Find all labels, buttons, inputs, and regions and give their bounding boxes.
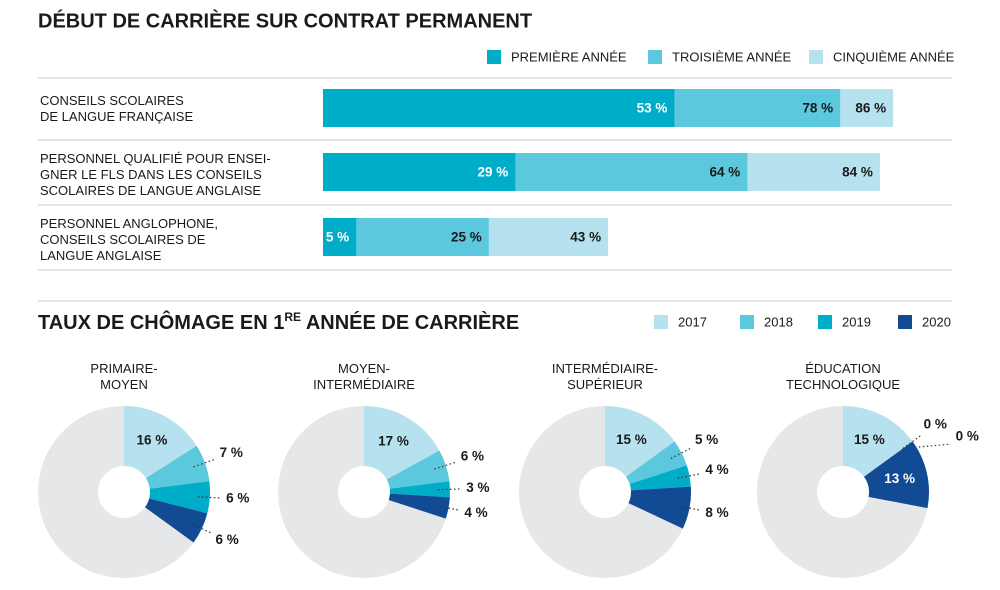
pie-slice bbox=[386, 450, 450, 489]
value-label: 15 % bbox=[616, 432, 647, 447]
value-label: 43 % bbox=[570, 230, 601, 245]
value-label: 8 % bbox=[705, 505, 728, 520]
value-label: 0 % bbox=[924, 417, 947, 432]
value-label: 86 % bbox=[855, 101, 886, 116]
category-label: PERSONNEL QUALIFIÉ POUR ENSEI-GNER LE FL… bbox=[40, 151, 271, 198]
pie-slice bbox=[628, 486, 691, 529]
legend-label: 2020 bbox=[922, 314, 951, 329]
legend-label: 2017 bbox=[678, 314, 707, 329]
value-label: 3 % bbox=[466, 480, 489, 495]
value-label: 5 % bbox=[326, 230, 349, 245]
title-superscript: RE bbox=[284, 310, 301, 324]
legend-label: PREMIÈRE ANNÉE bbox=[511, 49, 627, 64]
value-label: 29 % bbox=[477, 165, 508, 180]
pie-slice bbox=[145, 445, 210, 489]
title-part: TAUX DE CHÔMAGE EN 1 bbox=[38, 310, 284, 334]
legend-swatch bbox=[487, 50, 501, 64]
value-label: 13 % bbox=[884, 471, 915, 486]
value-label: 16 % bbox=[137, 433, 168, 448]
value-label: 4 % bbox=[705, 462, 728, 477]
legend-swatch bbox=[898, 315, 912, 329]
legend-swatch bbox=[654, 315, 668, 329]
pie-slice bbox=[626, 441, 687, 484]
pie-slice bbox=[629, 465, 691, 491]
legend-swatch bbox=[818, 315, 832, 329]
pie-slice bbox=[389, 481, 451, 498]
value-label: 15 % bbox=[854, 432, 885, 447]
legend-label: TROISIÈME ANNÉE bbox=[672, 49, 792, 64]
chart-title: TAUX DE CHÔMAGE EN 1RE ANNÉE DE CARRIÈRE bbox=[38, 310, 519, 334]
value-label: 6 % bbox=[226, 491, 249, 506]
pie-slice bbox=[843, 406, 913, 477]
pie-slice bbox=[145, 498, 208, 543]
value-label: 5 % bbox=[695, 432, 718, 447]
chart-title: DÉBUT DE CARRIÈRE SUR CONTRAT PERMANENT bbox=[38, 9, 532, 32]
value-label: 0 % bbox=[956, 428, 979, 443]
title-part: ANNÉE DE CARRIÈRE bbox=[301, 311, 519, 334]
pie-title: PRIMAIRE-MOYEN bbox=[90, 361, 157, 392]
pie-title: INTERMÉDIAIRE-SUPÉRIEUR bbox=[552, 361, 658, 392]
value-label: 4 % bbox=[464, 505, 487, 520]
value-label: 17 % bbox=[378, 434, 409, 449]
category-label: CONSEILS SCOLAIRES DE LANGUE FRANÇAISE bbox=[40, 93, 193, 124]
pie-title: ÉDUCATION TECHNOLOGIQUE bbox=[786, 361, 900, 392]
pie-slice bbox=[388, 493, 450, 519]
pie-slice bbox=[605, 406, 675, 477]
legend-swatch bbox=[809, 50, 823, 64]
pie-title: MOYEN-INTERMÉDIAIRE bbox=[313, 361, 415, 392]
legend-label: 2018 bbox=[764, 314, 793, 329]
pie-slice bbox=[864, 441, 929, 509]
legend-label: 2019 bbox=[842, 314, 871, 329]
value-label: 6 % bbox=[216, 532, 239, 547]
value-label: 64 % bbox=[710, 165, 741, 180]
value-label: 7 % bbox=[220, 445, 243, 460]
category-label: PERSONNEL ANGLOPHONE, CONSEILS SCOLAIRES … bbox=[40, 216, 218, 263]
legend-label: CINQUIÈME ANNÉE bbox=[833, 49, 955, 64]
bar bbox=[323, 89, 675, 127]
legend-swatch bbox=[648, 50, 662, 64]
value-label: 78 % bbox=[802, 101, 833, 116]
value-label: 6 % bbox=[461, 448, 484, 463]
value-label: 25 % bbox=[451, 230, 482, 245]
value-label: 84 % bbox=[842, 165, 873, 180]
pie-slice bbox=[149, 481, 210, 514]
bar bbox=[323, 218, 357, 256]
pie-slice bbox=[124, 406, 197, 479]
legend-swatch bbox=[740, 315, 754, 329]
value-label: 53 % bbox=[637, 101, 668, 116]
pie-slice bbox=[364, 406, 440, 480]
bar bbox=[323, 153, 516, 191]
